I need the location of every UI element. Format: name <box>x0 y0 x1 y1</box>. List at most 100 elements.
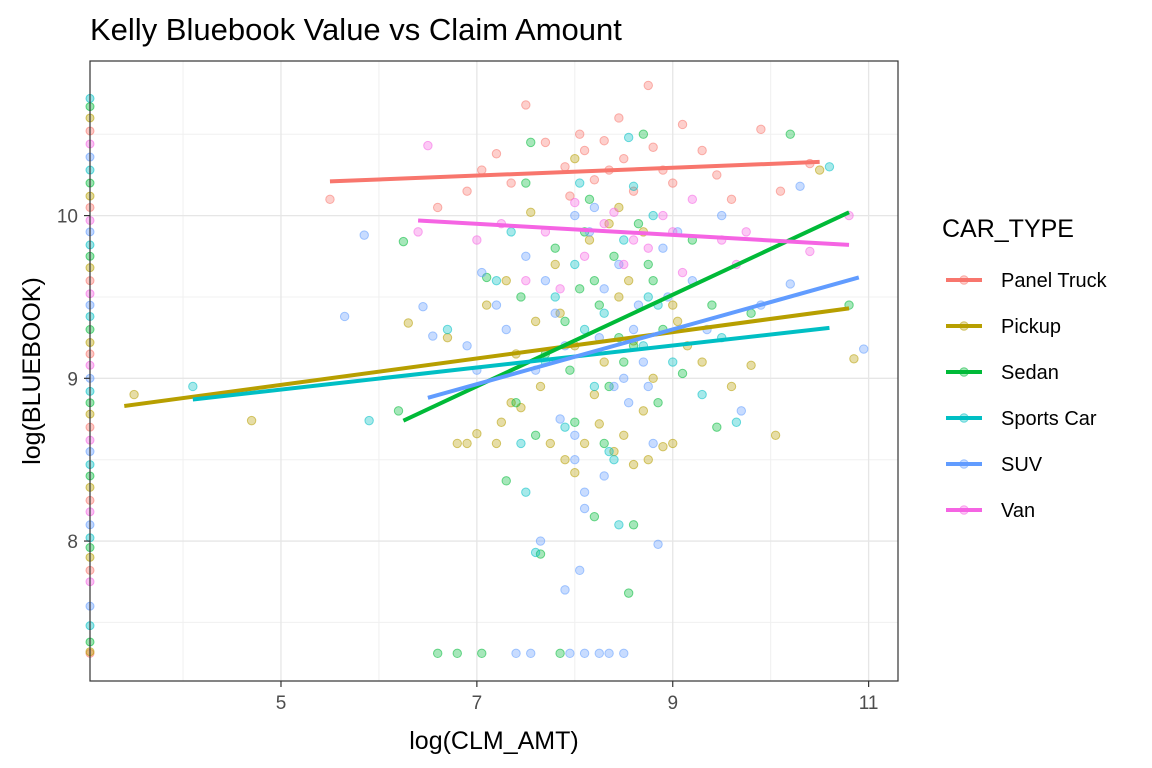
data-point <box>623 398 634 408</box>
data-point <box>609 207 619 218</box>
data-point <box>526 207 536 218</box>
data-point <box>481 300 492 310</box>
data-point <box>530 430 541 440</box>
data-point <box>550 292 560 302</box>
legend-label: SUV <box>1001 454 1043 476</box>
data-point <box>579 145 590 156</box>
data-point <box>472 235 482 245</box>
data-point <box>741 227 751 237</box>
data-point <box>521 487 531 497</box>
data-point <box>579 648 590 659</box>
trend-line <box>329 159 820 184</box>
data-point <box>432 202 443 213</box>
x-axis-ticks: 5 7 9 11 <box>276 681 878 714</box>
data-point <box>599 308 609 318</box>
data-point <box>521 178 531 188</box>
data-point <box>555 414 565 424</box>
data-point <box>619 357 629 367</box>
data-point <box>643 259 653 270</box>
data-point <box>574 178 585 188</box>
data-point <box>712 170 722 180</box>
data-point <box>658 210 668 221</box>
data-point <box>599 219 609 229</box>
data-point <box>697 389 707 400</box>
data-point <box>824 162 835 172</box>
data-point <box>628 459 639 470</box>
legend-label: Panel Truck <box>1001 270 1108 292</box>
data-point <box>530 547 541 558</box>
data-point <box>442 332 453 343</box>
legend-title: CAR_TYPE <box>942 215 1074 243</box>
data-point <box>770 430 781 440</box>
trend-line <box>192 325 830 402</box>
data-point <box>432 648 443 659</box>
data-point <box>795 181 805 192</box>
data-point <box>540 275 551 286</box>
data-point <box>653 398 663 408</box>
data-point <box>697 357 707 367</box>
data-point <box>535 536 546 546</box>
data-point <box>477 648 487 659</box>
data-point <box>579 251 590 261</box>
data-point <box>589 202 600 213</box>
data-point <box>462 186 472 196</box>
data-point <box>516 292 526 302</box>
x-tick-label: 5 <box>276 693 287 714</box>
data-point <box>570 210 580 221</box>
data-point <box>643 454 653 465</box>
data-point <box>677 267 688 278</box>
data-point <box>614 113 624 123</box>
data-point <box>628 235 639 245</box>
data-point <box>550 259 560 270</box>
data-point <box>599 357 609 367</box>
data-point <box>623 132 634 143</box>
trend-lines <box>124 159 860 423</box>
data-point <box>403 318 414 328</box>
data-point <box>619 235 629 245</box>
data-point <box>423 140 433 151</box>
data-point <box>521 100 531 110</box>
data-point <box>521 251 531 261</box>
data-point <box>726 381 737 392</box>
data-point <box>599 438 609 449</box>
data-point <box>477 267 487 278</box>
data-point <box>501 476 511 486</box>
y-axis-title: log(BLUEBOOK) <box>18 277 46 465</box>
legend-key-point <box>959 413 969 423</box>
data-point <box>814 165 825 175</box>
data-point <box>325 194 335 205</box>
data-point <box>501 275 511 286</box>
data-point <box>535 381 546 392</box>
data-point <box>697 145 707 156</box>
data-point <box>589 381 600 392</box>
data-point <box>604 219 614 229</box>
data-point <box>579 503 590 514</box>
data-point <box>246 415 257 426</box>
data-point <box>560 585 570 595</box>
data-point <box>736 406 746 416</box>
data-point <box>506 227 516 237</box>
data-point <box>619 430 629 440</box>
data-point <box>511 398 521 408</box>
data-point <box>584 235 595 245</box>
data-point <box>584 194 595 205</box>
data-point <box>619 259 629 270</box>
data-point <box>643 381 653 392</box>
data-point <box>648 438 658 449</box>
data-point <box>594 648 604 659</box>
data-point <box>604 648 614 659</box>
data-point <box>731 417 742 427</box>
data-point <box>574 565 585 576</box>
data-point <box>623 588 634 598</box>
data-point <box>579 438 590 449</box>
data-point <box>594 300 604 310</box>
data-point <box>359 230 369 240</box>
data-point <box>574 284 585 294</box>
data-point <box>849 354 859 364</box>
data-point <box>565 365 575 375</box>
data-point <box>521 275 531 286</box>
data-point <box>628 324 639 335</box>
data-point <box>560 422 570 432</box>
data-point <box>668 438 678 449</box>
data-point <box>643 243 653 253</box>
